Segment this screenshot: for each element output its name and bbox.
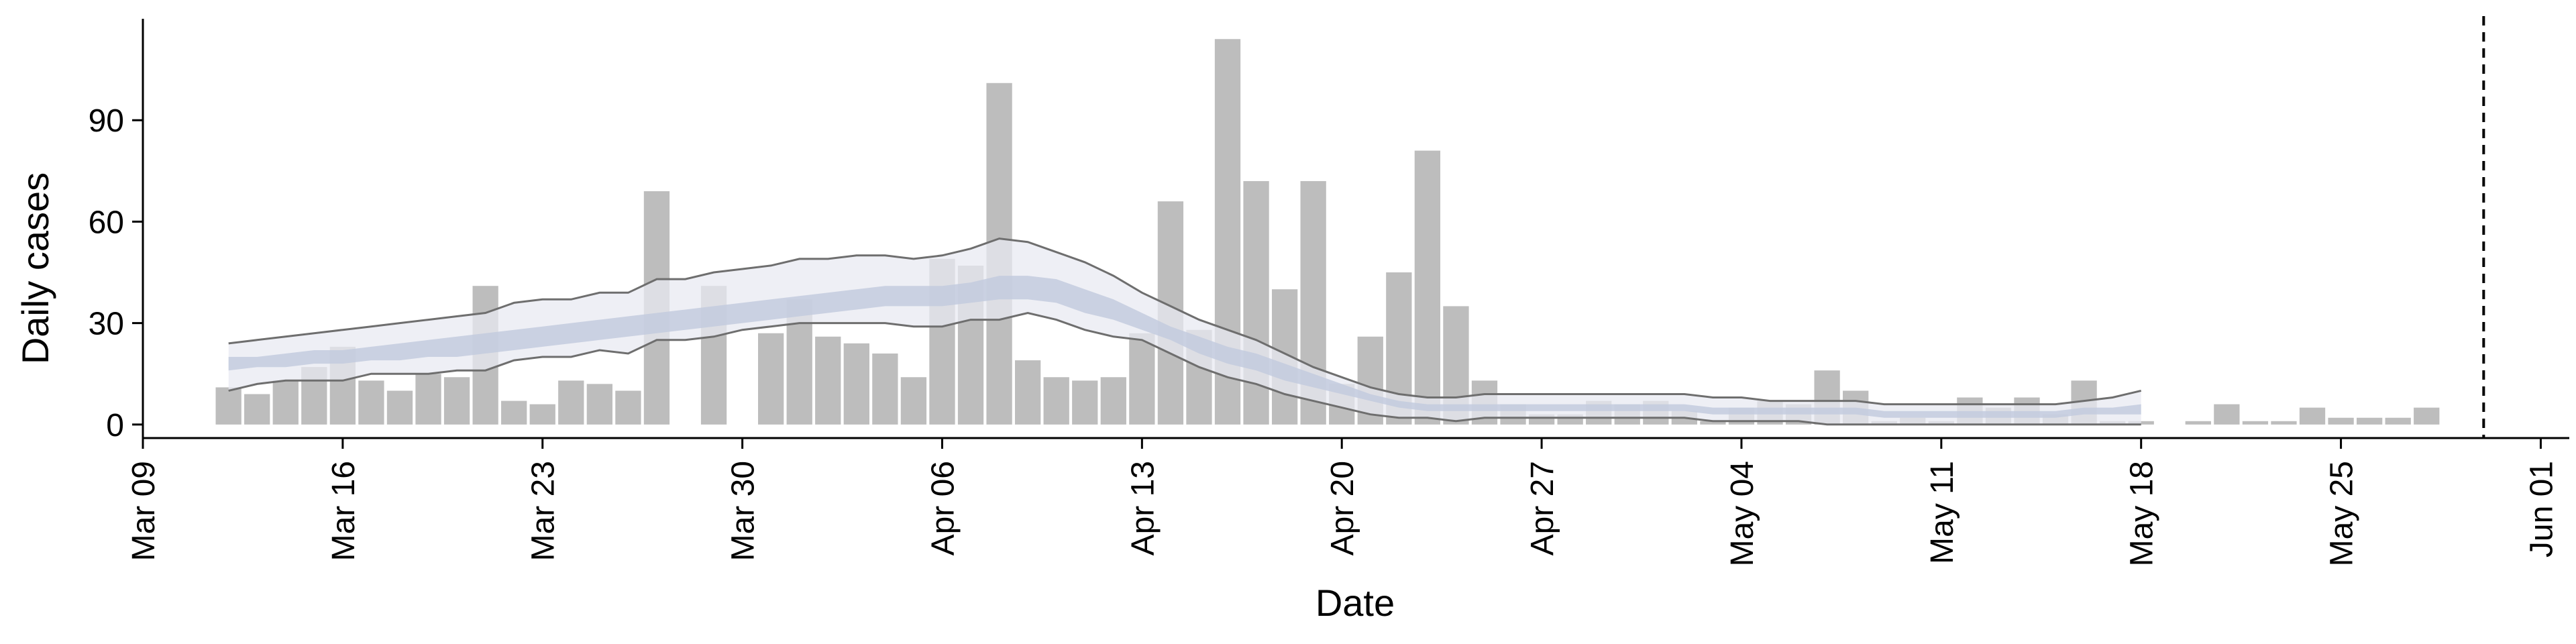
bar — [215, 387, 241, 425]
bar — [1414, 150, 1441, 425]
bar — [1700, 421, 1726, 425]
bar — [586, 384, 612, 425]
x-tick-label: Mar 23 — [526, 461, 561, 561]
bar — [244, 394, 270, 425]
y-tick-label: 90 — [89, 103, 124, 139]
bar — [872, 353, 898, 425]
bar — [2242, 421, 2269, 425]
bar — [443, 377, 470, 425]
x-tick-label: May 18 — [2125, 461, 2160, 566]
band-layer — [228, 237, 2142, 426]
bar — [2214, 404, 2240, 425]
lower-interval-line — [228, 311, 2141, 426]
bar — [2128, 421, 2154, 425]
bar — [501, 400, 527, 425]
y-axis-title: Daily cases — [14, 172, 56, 364]
inner-interval-band — [228, 276, 2141, 418]
bar — [386, 390, 413, 425]
bar — [2299, 407, 2326, 425]
bar — [843, 343, 869, 425]
x-tick-label: May 25 — [2324, 461, 2360, 566]
bar — [1014, 360, 1041, 425]
x-tick-label: Jun 01 — [2524, 461, 2559, 557]
bar — [272, 380, 299, 425]
x-axis-title: Date — [1316, 582, 1395, 624]
bar — [2185, 421, 2211, 425]
bar — [2328, 417, 2354, 425]
x-tick-label: May 11 — [1925, 461, 1960, 564]
outer-interval-band — [228, 238, 2141, 425]
bar — [358, 380, 384, 425]
bar — [2385, 417, 2411, 425]
upper-interval-line — [228, 237, 2142, 406]
bar — [415, 374, 441, 425]
x-tick-label: May 04 — [1725, 461, 1760, 566]
x-tick-label: Apr 06 — [926, 461, 961, 555]
y-tick-label: 0 — [106, 408, 124, 443]
bar — [900, 377, 927, 425]
bar — [1072, 380, 1098, 425]
y-tick-label: 60 — [89, 205, 124, 240]
x-tick-label: Mar 30 — [726, 461, 761, 561]
bars-layer — [215, 39, 2440, 425]
bar — [2356, 417, 2383, 425]
y-tick-label: 30 — [89, 307, 124, 342]
x-tick-label: Apr 13 — [1125, 461, 1161, 555]
bar — [558, 380, 584, 425]
bar — [529, 404, 555, 425]
x-tick-label: Apr 20 — [1325, 461, 1360, 555]
bar — [2414, 407, 2440, 425]
bar — [1043, 377, 1069, 425]
x-tick-label: Mar 16 — [326, 461, 362, 561]
x-tick-label: Apr 27 — [1525, 461, 1560, 555]
bar — [615, 390, 641, 425]
x-tick-label: Mar 09 — [126, 461, 162, 561]
bar — [1129, 333, 1155, 425]
axes-layer: 0 30 60 90 Mar 09 Mar 16 Mar 23 Mar 30 Apr 06 Apr… — [89, 16, 2569, 566]
bar — [815, 336, 841, 425]
bar — [2271, 421, 2297, 425]
bar — [758, 333, 784, 425]
bar — [1100, 377, 1126, 425]
